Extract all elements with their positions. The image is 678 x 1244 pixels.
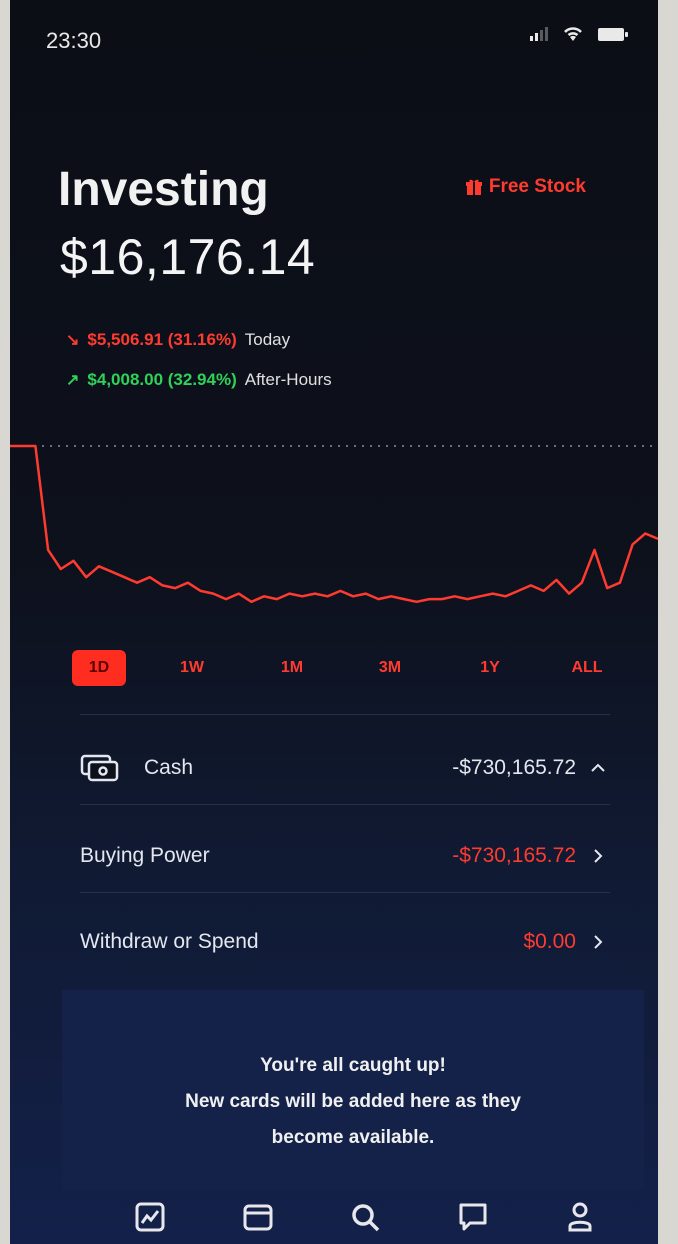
withdraw-label: Withdraw or Spend (80, 930, 259, 953)
divider (80, 892, 610, 893)
after-hours-change: ↗ $4,008.00 (32.94%) After-Hours (66, 370, 332, 390)
range-tab-all[interactable]: ALL (571, 659, 603, 676)
messages-icon (459, 1203, 486, 1231)
tab-home[interactable] (130, 1197, 170, 1237)
tab-cash[interactable] (238, 1197, 278, 1237)
search-icon (352, 1204, 380, 1232)
status-icons (530, 26, 628, 42)
buying-power-label: Buying Power (80, 844, 210, 867)
tab-bar (130, 1190, 600, 1244)
after-hours-label: After-Hours (244, 370, 332, 389)
range-tab-1m[interactable]: 1M (280, 659, 304, 676)
cash-label: Cash (144, 756, 194, 779)
range-tab-1w[interactable]: 1W (180, 659, 204, 676)
after-hours-change-value: $4,008.00 (32.94%) (87, 370, 237, 389)
up-arrow-icon: ↗ (66, 372, 80, 389)
cash-value: -$730,165.72 (452, 756, 576, 779)
tab-search[interactable] (345, 1197, 385, 1237)
account-icon (568, 1202, 592, 1232)
withdraw-row[interactable]: Withdraw or Spend $0.00 (80, 912, 610, 972)
battery-icon (598, 27, 628, 41)
chevron-right-icon (594, 935, 603, 949)
range-tab-1y[interactable]: 1Y (480, 659, 500, 676)
status-time: 23:30 (46, 28, 102, 53)
card-title: You're all caught up! (260, 1055, 446, 1076)
cash-row[interactable]: Cash -$730,165.72 (80, 738, 610, 798)
investing-screen: 23:30 Investing Free Stock $16,176.14 ↘ … (10, 0, 658, 1244)
buying-power-value: -$730,165.72 (452, 844, 576, 867)
today-change-value: $5,506.91 (31.16%) (87, 330, 237, 349)
wallet-icon (243, 1204, 272, 1231)
price-line (10, 444, 658, 604)
cellular-signal-icon (530, 27, 548, 41)
page-title: Investing (58, 163, 269, 216)
chevron-right-icon (594, 849, 603, 863)
range-tab-3m[interactable]: 3M (378, 659, 402, 676)
down-arrow-icon: ↘ (66, 332, 80, 349)
today-change: ↘ $5,506.91 (31.16%) Today (66, 330, 290, 350)
card-text: New cards will be added here as they (185, 1091, 521, 1112)
wifi-icon (564, 27, 582, 41)
range-tab-1d[interactable]: 1D (72, 650, 126, 686)
divider (80, 714, 610, 715)
cash-icon (80, 754, 119, 782)
card-text: become available. (271, 1127, 435, 1148)
tab-messages[interactable] (453, 1197, 493, 1237)
portfolio-line-chart[interactable] (10, 430, 658, 630)
range-selector: 1D 1W 1M 3M 1Y ALL (72, 650, 612, 690)
today-label: Today (244, 330, 291, 349)
buying-power-row[interactable]: Buying Power -$730,165.72 (80, 826, 610, 886)
free-stock-label: Free Stock (488, 176, 586, 197)
withdraw-value: $0.00 (523, 930, 576, 953)
chart-icon (135, 1202, 165, 1232)
status-bar: 23:30 (10, 0, 658, 70)
tab-account[interactable] (560, 1197, 600, 1237)
caught-up-card: You're all caught up! New cards will be … (62, 990, 644, 1190)
portfolio-value: $16,176.14 (60, 229, 316, 285)
free-stock-button[interactable]: Free Stock (465, 176, 586, 198)
divider (80, 804, 610, 805)
chevron-up-icon (591, 763, 605, 772)
gift-icon (465, 179, 482, 195)
